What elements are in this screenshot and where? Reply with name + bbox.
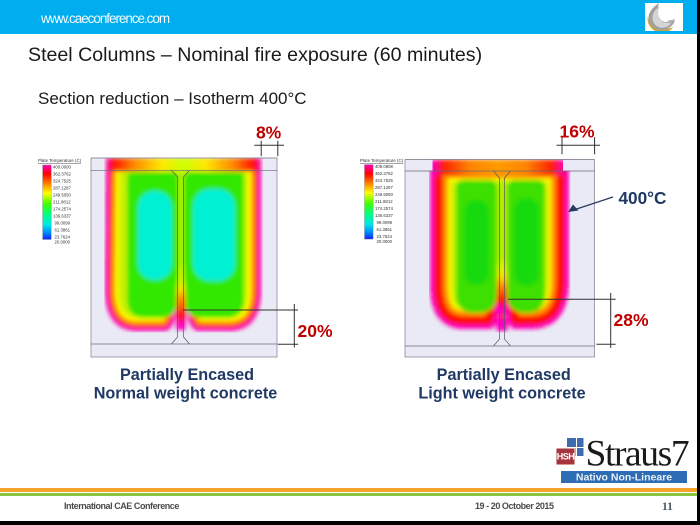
- svg-text:362.3762: 362.3762: [375, 171, 394, 176]
- svg-text:Partially Encased: Partially Encased: [120, 366, 254, 384]
- svg-text:409.0808: 409.0808: [375, 164, 394, 169]
- svg-text:400°C: 400°C: [619, 188, 667, 208]
- svg-text:249.5050: 249.5050: [53, 193, 72, 198]
- svg-text:20.0000: 20.0000: [377, 239, 393, 244]
- svg-text:174.2574: 174.2574: [53, 207, 72, 212]
- svg-text:HSH: HSH: [557, 452, 575, 462]
- svg-text:249.5050: 249.5050: [375, 192, 394, 197]
- svg-text:136.6337: 136.6337: [53, 214, 72, 219]
- svg-text:20%: 20%: [298, 321, 333, 341]
- svg-text:8%: 8%: [256, 123, 282, 143]
- svg-text:28%: 28%: [614, 310, 649, 330]
- svg-text:23.7624: 23.7624: [377, 234, 393, 239]
- svg-text:Plate Temperature (C): Plate Temperature (C): [38, 158, 82, 163]
- svg-text:61.3861: 61.3861: [55, 228, 71, 233]
- svg-text:Normal weight concrete: Normal weight concrete: [94, 385, 278, 403]
- svg-text:99.0099: 99.0099: [55, 221, 71, 226]
- svg-text:362.3762: 362.3762: [53, 172, 72, 177]
- svg-text:174.2574: 174.2574: [375, 206, 394, 211]
- svg-text:324.7525: 324.7525: [375, 178, 394, 183]
- svg-text:287.1287: 287.1287: [53, 186, 72, 191]
- svg-text:61.3861: 61.3861: [377, 227, 393, 232]
- svg-text:136.6337: 136.6337: [375, 213, 394, 218]
- svg-text:99.0099: 99.0099: [377, 220, 393, 225]
- svg-text:Light weight concrete: Light weight concrete: [418, 385, 585, 403]
- svg-text:Plate Temperature (C): Plate Temperature (C): [360, 158, 404, 163]
- svg-text:23.7624: 23.7624: [55, 235, 71, 240]
- svg-text:211.8812: 211.8812: [53, 200, 71, 205]
- svg-text:324.7525: 324.7525: [53, 179, 72, 184]
- svg-text:20.0000: 20.0000: [55, 240, 71, 245]
- svg-text:287.1287: 287.1287: [375, 185, 394, 190]
- svg-text:16%: 16%: [559, 122, 594, 142]
- svg-text:400.0000: 400.0000: [53, 165, 72, 170]
- svg-text:Straus7: Straus7: [586, 434, 689, 475]
- svg-text:Partially Encased: Partially Encased: [437, 366, 571, 384]
- svg-text:Nativo Non-Lineare: Nativo Non-Lineare: [576, 472, 672, 484]
- svg-text:211.8812: 211.8812: [375, 199, 393, 204]
